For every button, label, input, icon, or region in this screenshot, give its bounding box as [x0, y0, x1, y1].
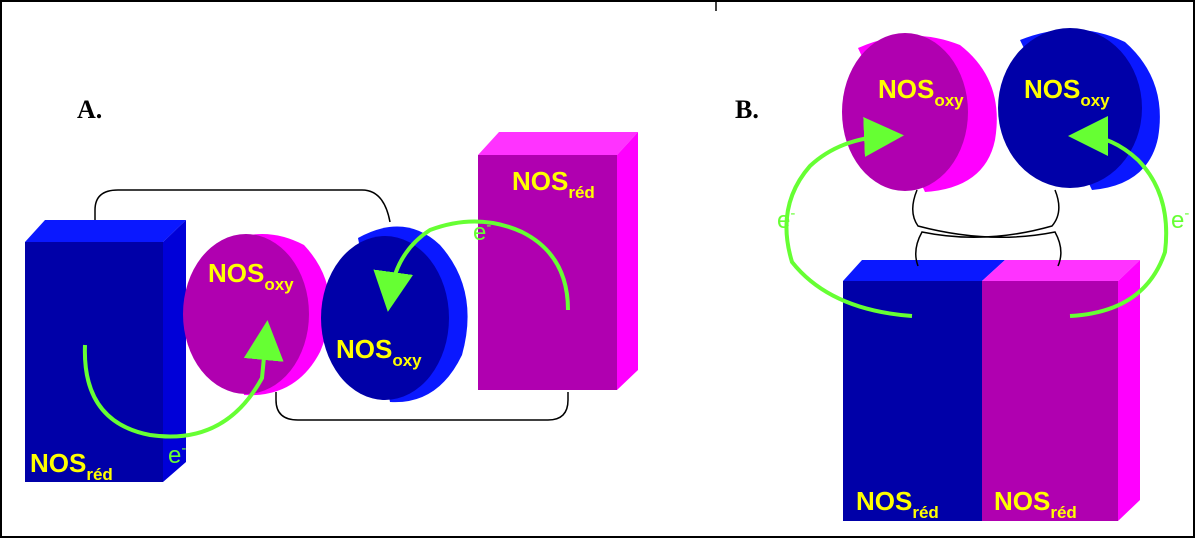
- panel-a-electron-bottom-label: e-: [168, 440, 186, 469]
- panel-b-linker-right: [915, 189, 1060, 267]
- panel-b-magenta-reductase-box: [982, 260, 1140, 521]
- panel-b-electron-right-label: e-: [1171, 205, 1189, 234]
- panel-b-electron-arrow-right: [1068, 116, 1169, 318]
- panel-b-label: B.: [735, 95, 759, 124]
- panel-a-label: A.: [77, 95, 102, 124]
- panel-a-electron-top-label: e-: [473, 217, 491, 246]
- panel-b-electron-left-label: e-: [777, 205, 795, 234]
- panel-b-magenta-oxygenase-label: NOSoxy: [878, 74, 964, 110]
- panel-a-top-linker: [94, 189, 391, 232]
- panel-a-electron-arrow-bottom: [82, 320, 284, 439]
- panel-a: A. NOSoxy NOSoxy NOSréd: [25, 95, 638, 484]
- panel-b-blue-reductase-box: [843, 260, 1005, 521]
- panel-a-blue-oxygenase-label: NOSoxy: [336, 334, 422, 370]
- panel-b-blue-oxygenase-label: NOSoxy: [1024, 74, 1110, 110]
- panel-a-magenta-reductase-box: [478, 132, 638, 390]
- panel-a-magenta-reductase-label: NOSréd: [512, 166, 595, 202]
- panel-a-blue-reductase-label: NOSréd: [30, 448, 113, 484]
- panel-b-blue-reductase-label: NOSréd: [856, 486, 939, 522]
- panel-a-bottom-linker: [275, 392, 569, 421]
- panel-a-electron-arrow-top: [373, 219, 570, 312]
- panel-a-magenta-oxygenase-label: NOSoxy: [208, 258, 294, 294]
- panel-b: B. NOSoxy NOSoxy NOSréd NOSréd: [735, 28, 1189, 522]
- panel-a-blue-reductase-box: [25, 220, 186, 482]
- panel-b-electron-arrow-left: [784, 117, 913, 318]
- panel-b-magenta-reductase-label: NOSréd: [994, 486, 1077, 522]
